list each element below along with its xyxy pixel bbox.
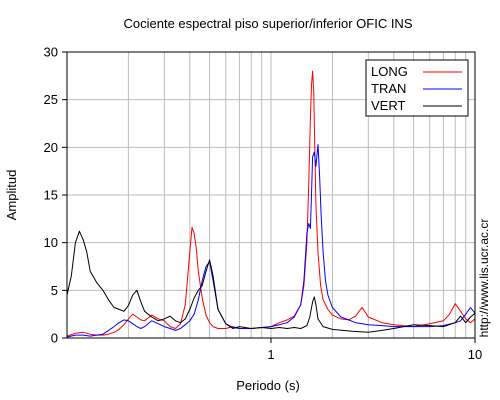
tick-layer: 0 5 10 15 20 25 30 1 10 bbox=[44, 45, 483, 363]
x-tick-label: 1 bbox=[267, 347, 274, 362]
series-layer bbox=[66, 70, 476, 338]
legend: LONG TRAN VERT bbox=[365, 59, 469, 117]
y-axis-title: Amplitud bbox=[4, 170, 19, 221]
y-tick-label: 15 bbox=[44, 188, 58, 203]
legend-box bbox=[365, 59, 469, 117]
series-line-tran bbox=[66, 144, 476, 338]
chart-title: Cociente espectral piso superior/inferio… bbox=[123, 16, 412, 31]
x-tick-label: 10 bbox=[468, 347, 482, 362]
legend-label-long: LONG bbox=[371, 64, 408, 79]
y-tick-label: 30 bbox=[44, 45, 58, 60]
legend-label-vert: VERT bbox=[371, 98, 405, 113]
y-tick-label: 20 bbox=[44, 140, 58, 155]
y-tick-label: 5 bbox=[51, 283, 58, 298]
series-line-vert bbox=[66, 230, 476, 333]
legend-label-tran: TRAN bbox=[371, 81, 406, 96]
y-tick-label: 25 bbox=[44, 92, 58, 107]
y-tick-label: 10 bbox=[44, 235, 58, 250]
y-tick-label: 0 bbox=[51, 331, 58, 346]
x-axis-title: Periodo (s) bbox=[236, 378, 300, 393]
website-note: http://www.lis.ucr.ac.cr bbox=[477, 219, 491, 338]
